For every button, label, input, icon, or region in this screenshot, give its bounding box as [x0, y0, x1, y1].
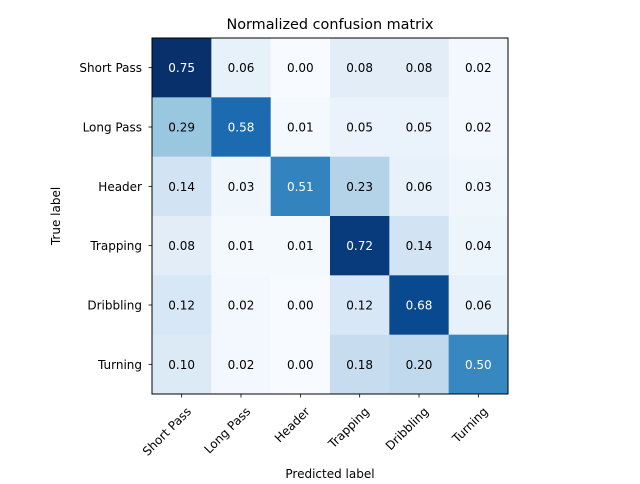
heatmap-cell: [389, 97, 450, 158]
cell-value-label: 0.02: [228, 358, 255, 372]
cell-value-label: 0.05: [346, 121, 373, 135]
heatmap-cell: [448, 38, 509, 98]
y-tick-label: Long Pass: [83, 121, 142, 135]
x-tick-label: Short Pass: [140, 404, 194, 458]
heatmap-cells: [152, 38, 509, 395]
cell-value-label: 0.08: [406, 61, 433, 75]
cell-value-label: 0.02: [465, 121, 492, 135]
x-axis-label: Predicted label: [285, 467, 374, 480]
heatmap-cell: [330, 156, 390, 217]
heatmap-cell: [211, 156, 272, 217]
cell-value-label: 0.51: [287, 180, 314, 194]
cell-value-label: 0.29: [168, 121, 195, 135]
cell-value-label: 0.03: [228, 180, 255, 194]
cell-value-label: 0.00: [287, 358, 314, 372]
cell-value-label: 0.06: [406, 180, 433, 194]
cell-value-label: 0.18: [346, 358, 373, 372]
heatmap-cell: [270, 334, 331, 395]
heatmap-cell: [270, 216, 331, 276]
heatmap-cell: [389, 156, 450, 217]
y-tick-label: Header: [98, 180, 142, 194]
cell-value-label: 0.14: [168, 180, 195, 194]
heatmap-cell: [389, 275, 450, 336]
heatmap-cell: [330, 216, 390, 276]
cell-value-label: 0.06: [228, 61, 255, 75]
cell-value-label: 0.01: [287, 239, 314, 253]
heatmap-cell: [270, 97, 331, 158]
y-tick-label: Turning: [97, 358, 142, 372]
cell-value-label: 0.12: [168, 299, 195, 313]
cell-value-label: 0.06: [465, 299, 492, 313]
heatmap-cell: [330, 38, 390, 98]
cell-value-label: 0.00: [287, 299, 314, 313]
y-tick-label: Trapping: [89, 239, 142, 253]
cell-value-label: 0.00: [287, 61, 314, 75]
heatmap-cell: [152, 275, 212, 336]
cell-value-label: 0.23: [346, 180, 373, 194]
heatmap-cell: [448, 334, 509, 395]
heatmap-cell: [270, 275, 331, 336]
cell-value-label: 0.02: [228, 299, 255, 313]
heatmap-cell: [152, 97, 212, 158]
heatmap-cell: [448, 275, 509, 336]
heatmap-cell: [211, 334, 272, 395]
x-tick-label: Dribbling: [383, 404, 432, 453]
cell-value-label: 0.05: [406, 121, 433, 135]
chart-title: Normalized confusion matrix: [226, 17, 434, 33]
heatmap-cell: [211, 38, 272, 98]
cell-value-label: 0.01: [228, 239, 255, 253]
x-tick-label: Header: [272, 404, 313, 445]
cell-value-label: 0.72: [346, 239, 373, 253]
heatmap-cell: [211, 97, 272, 158]
heatmap-cell: [330, 334, 390, 395]
cell-value-label: 0.75: [168, 61, 195, 75]
cell-value-label: 0.58: [228, 121, 255, 135]
heatmap-cell: [211, 275, 272, 336]
y-axis-label: True label: [49, 187, 63, 246]
heatmap-cell: [448, 97, 509, 158]
x-tick-label: Turning: [449, 404, 491, 446]
cell-value-label: 0.12: [346, 299, 373, 313]
cell-value-label: 0.68: [406, 299, 433, 313]
heatmap-cell: [152, 334, 212, 395]
x-tick-label: Long Pass: [201, 404, 253, 456]
cell-value-label: 0.20: [406, 358, 433, 372]
heatmap-cell: [389, 38, 450, 98]
heatmap-cell: [389, 334, 450, 395]
cell-value-label: 0.03: [465, 180, 492, 194]
heatmap-cell: [448, 156, 509, 217]
cell-value-labels: 0.75 0.06 0.00 0.08 0.08 0.02 0.29 0.58 0.01 0.05…: [168, 61, 491, 372]
y-tick-label: Short Pass: [79, 61, 142, 75]
heatmap-cell: [270, 156, 331, 217]
cell-value-label: 0.08: [168, 239, 195, 253]
heatmap-cell: [270, 38, 331, 98]
cell-value-label: 0.02: [465, 61, 492, 75]
y-axis: Short Pass Long Pass Header Trapping Dribbli…: [79, 61, 152, 372]
heatmap-cell: [330, 97, 390, 158]
heatmap-cell: [211, 216, 272, 276]
cell-value-label: 0.50: [465, 358, 492, 372]
x-tick-label: Trapping: [325, 404, 372, 451]
x-axis: Short Pass Long Pass Header Trapping Dribbli…: [140, 394, 491, 459]
cell-value-label: 0.04: [465, 239, 492, 253]
cell-value-label: 0.08: [346, 61, 373, 75]
cell-value-label: 0.01: [287, 121, 314, 135]
heatmap-cell: [152, 216, 212, 276]
cell-value-label: 0.14: [406, 239, 433, 253]
heatmap-cell: [448, 216, 509, 276]
y-tick-label: Dribbling: [87, 299, 142, 313]
heatmap-cell: [330, 275, 390, 336]
cell-value-label: 0.10: [168, 358, 195, 372]
plot-frame: [151, 37, 509, 395]
heatmap-cell: [389, 216, 450, 276]
heatmap-cell: [152, 156, 212, 217]
heatmap-cell: [152, 38, 212, 98]
